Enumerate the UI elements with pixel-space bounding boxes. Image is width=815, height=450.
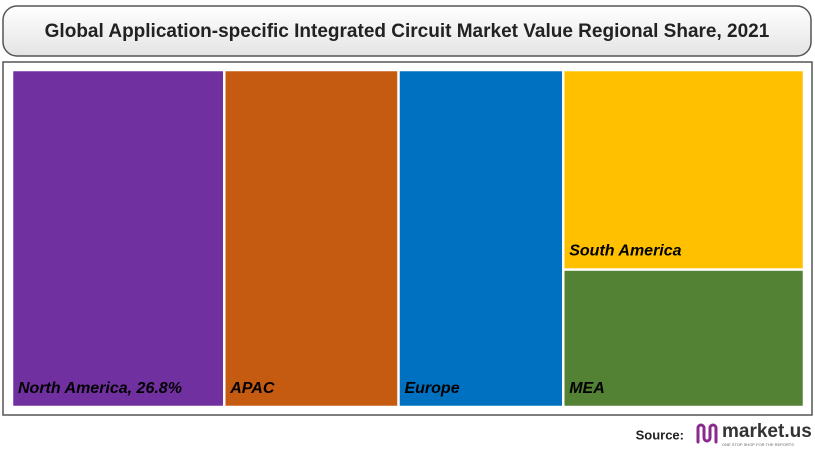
category-label: MEA [569,380,605,397]
category-label: South America [569,243,681,260]
tile [563,270,804,407]
tile [399,70,563,407]
category-label: APAC [229,380,275,397]
value-label: 26.8% [136,380,182,397]
tile [12,70,224,407]
source-label: Source: [636,427,684,442]
tile [563,70,804,269]
tile-label: South America [569,243,681,260]
tile [225,70,398,407]
tile-label: North America, 26.8% [18,380,182,397]
chart-title: Global Application-specific Integrated C… [45,21,770,42]
tile-label: APAC [229,380,275,397]
tile-label: MEA [569,380,605,397]
logo-text: market.us [722,421,812,442]
tile-label: Europe [404,380,459,397]
tiles: North America, 26.8% APAC Europe South Amer… [12,70,804,407]
logo: market.us ONE STOP SHOP FOR THE REPORTS [696,421,812,447]
logo-tagline: ONE STOP SHOP FOR THE REPORTS [722,442,794,447]
title-box [2,5,812,57]
category-label: Europe [404,380,459,397]
logo-icon [696,423,718,444]
category-label: North America [18,380,128,397]
